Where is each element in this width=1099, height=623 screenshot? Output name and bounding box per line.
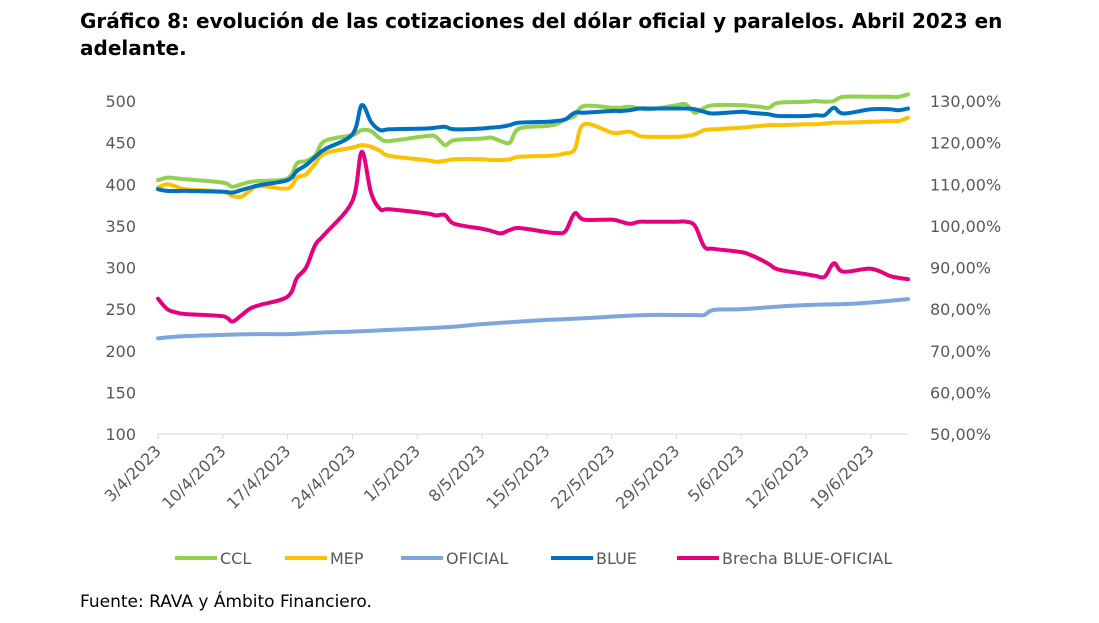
x-tick-label: 8/5/2023 bbox=[425, 441, 489, 505]
series-line-mep bbox=[156, 115, 910, 200]
y-left-tick-label: 300 bbox=[105, 259, 136, 278]
y-left-tick-label: 150 bbox=[105, 383, 136, 402]
y-right-tick-label: 120,00% bbox=[930, 134, 1001, 153]
y-right-tick-label: 80,00% bbox=[930, 300, 991, 319]
y-right-tick-label: 100,00% bbox=[930, 217, 1001, 236]
y-right-tick-label: 90,00% bbox=[930, 259, 991, 278]
series-line-blue bbox=[156, 103, 910, 195]
x-tick-label: 22/5/2023 bbox=[547, 441, 618, 512]
y-left-tick-label: 400 bbox=[105, 175, 136, 194]
y-right-tick-label: 70,00% bbox=[930, 342, 991, 361]
x-tick-label: 29/5/2023 bbox=[612, 441, 683, 512]
x-tick-label: 1/5/2023 bbox=[360, 441, 424, 505]
x-tick-label: 24/4/2023 bbox=[288, 441, 359, 512]
legend-label-brecha-blue-oficial: Brecha BLUE-OFICIAL bbox=[722, 549, 892, 568]
y-right-tick-label: 50,00% bbox=[930, 425, 991, 444]
y-left-tick-label: 450 bbox=[105, 134, 136, 153]
y-left-tick-label: 350 bbox=[105, 217, 136, 236]
legend: CCL MEP OFICIAL BLUE Brecha BLUE-OFICIAL bbox=[175, 549, 892, 568]
chart-title: Gráfico 8: evolución de las cotizaciones… bbox=[80, 9, 1003, 60]
series-lines bbox=[156, 92, 910, 341]
y-right-tick-label: 60,00% bbox=[930, 383, 991, 402]
legend-label-oficial: OFICIAL bbox=[446, 549, 508, 568]
x-tick-label: 3/4/2023 bbox=[101, 441, 165, 505]
y-left-tick-label: 500 bbox=[105, 92, 136, 111]
x-tick-label: 12/6/2023 bbox=[742, 441, 813, 512]
series-line-ccl bbox=[156, 92, 910, 189]
y-left-tick-label: 250 bbox=[105, 300, 136, 319]
legend-label-blue: BLUE bbox=[596, 549, 637, 568]
series-line-oficial bbox=[156, 297, 910, 341]
source-note: Fuente: RAVA y Ámbito Financiero. bbox=[80, 592, 372, 612]
x-tick-label: 10/4/2023 bbox=[158, 441, 229, 512]
legend-label-mep: MEP bbox=[330, 549, 364, 568]
x-tick-label: 15/5/2023 bbox=[482, 441, 553, 512]
y-right-tick-label: 130,00% bbox=[930, 92, 1001, 111]
x-tick-label: 5/6/2023 bbox=[684, 441, 748, 505]
y-left-tick-label: 100 bbox=[105, 425, 136, 444]
x-tick-label: 17/4/2023 bbox=[223, 441, 294, 512]
x-tick-label: 19/6/2023 bbox=[806, 441, 877, 512]
series-line-brecha-blue-oficial bbox=[156, 149, 910, 324]
y-right-tick-label: 110,00% bbox=[930, 175, 1001, 194]
legend-label-ccl: CCL bbox=[220, 549, 251, 568]
y-left-tick-label: 200 bbox=[105, 342, 136, 361]
